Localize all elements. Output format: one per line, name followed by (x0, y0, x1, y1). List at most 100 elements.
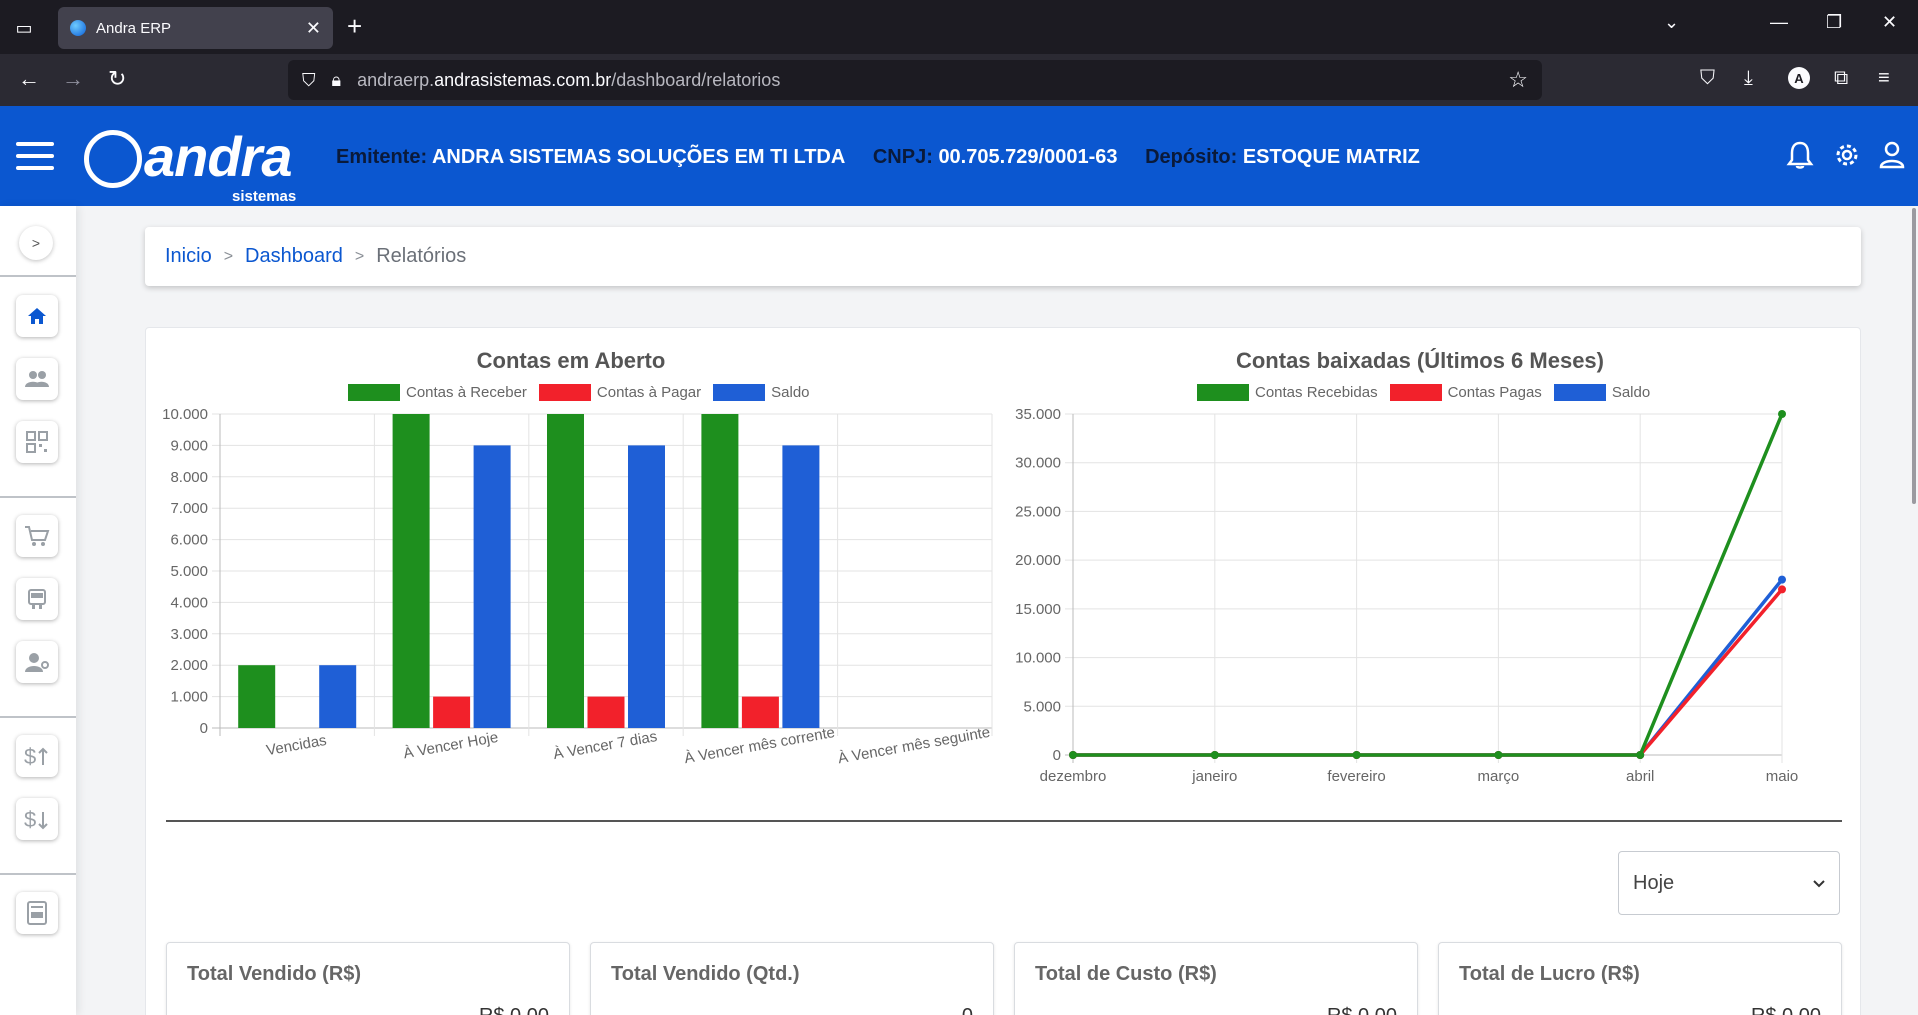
legend-swatch (348, 384, 400, 401)
chevron-down-icon[interactable]: ⌄ (1664, 12, 1680, 32)
y-tick-label: 3.000 (170, 626, 208, 643)
close-tab-icon[interactable]: ✕ (305, 17, 321, 38)
x-tick-label: abril (1626, 768, 1654, 785)
sidebar-divider (0, 716, 76, 718)
breadcrumb-inicio[interactable]: Inicio (165, 245, 212, 267)
legend-contas-em-aberto: Contas à Receber Contas à Pagar Saldo (348, 384, 822, 401)
x-tick-label: maio (1766, 768, 1799, 785)
company-info: Emitente: ANDRA SISTEMAS SOLUÇÕES EM TI … (336, 146, 1442, 169)
bookmark-star-icon[interactable]: ☆ (1508, 67, 1528, 92)
chevron-down-icon (1813, 875, 1825, 891)
bar (547, 414, 584, 728)
hamburger-menu-icon[interactable] (16, 142, 54, 170)
emitente-value: ANDRA SISTEMAS SOLUÇÕES EM TI LTDA (431, 146, 846, 168)
minimize-icon[interactable]: — (1770, 12, 1788, 32)
legend-swatch (538, 384, 591, 401)
bar (741, 696, 779, 728)
profile-icon[interactable]: A (1788, 67, 1810, 89)
chart-title-contas-em-aberto: Contas em Aberto (476, 348, 666, 373)
section-divider (166, 820, 1842, 822)
pocket-icon[interactable]: ⛉ (1700, 67, 1715, 89)
tab-list-icon[interactable]: ▭ (15, 17, 33, 38)
chart-title-contas-baixadas: Contas baixadas (Últimos 6 Meses) (1235, 348, 1604, 373)
cart-icon[interactable] (16, 515, 58, 557)
home-icon[interactable] (16, 295, 58, 337)
bar (587, 696, 625, 728)
forward-icon[interactable]: → (62, 66, 84, 91)
bar-chart-contas-em-aberto: 10.000 9.000 8.000 7.000 6.000 5.000 4.000 3.00… (162, 406, 993, 768)
close-window-icon[interactable]: ✕ (1882, 12, 1898, 32)
sidebar-divider (0, 873, 76, 875)
legend-item[interactable]: Contas à Pagar (538, 384, 701, 401)
breadcrumb-dashboard[interactable]: Dashboard (245, 245, 343, 267)
legend-swatch (1389, 384, 1442, 401)
legend-item[interactable]: Contas Recebidas (1197, 384, 1378, 401)
emitente-label: Emitente: (336, 146, 428, 168)
dollar-up-icon[interactable]: $ (16, 735, 58, 777)
app-header: andra sistemas Emitente: ANDRA SISTEMAS … (0, 106, 1918, 206)
legend-item[interactable]: Saldo (713, 384, 810, 401)
users-icon[interactable] (16, 358, 58, 400)
x-tick-label: Vencidas (265, 732, 328, 759)
breadcrumb-current: Relatórios (376, 245, 467, 267)
stat-label: Total Vendido (R$) (187, 963, 362, 985)
deposito-value: ESTOQUE MATRIZ (1242, 146, 1420, 168)
download-icon[interactable]: ⤓ (1744, 67, 1753, 89)
globe-icon (84, 130, 142, 188)
url-bar[interactable]: ⛉ 🔒︎ andraerp.andrasistemas.com.br/dashb… (288, 60, 1542, 100)
deposito-label: Depósito: (1145, 146, 1238, 168)
legend-item[interactable]: Contas à Receber (348, 384, 527, 401)
reload-icon[interactable]: ↻ (108, 66, 127, 91)
new-tab-icon[interactable]: + (347, 11, 363, 41)
favicon-icon (70, 20, 86, 36)
user-icon[interactable] (1878, 140, 1906, 176)
nfe-icon[interactable] (16, 892, 58, 934)
stat-card-total-vendido-qtd: Total Vendido (Qtd.) 0 (590, 942, 994, 1015)
qrcode-icon[interactable] (16, 421, 58, 463)
y-tick-label: 10.000 (162, 406, 208, 423)
stat-label: Total de Custo (R$) (1035, 963, 1217, 985)
shield-icon[interactable]: ⛉ (302, 69, 316, 90)
bar (782, 445, 820, 728)
bar (238, 665, 276, 728)
url-text[interactable]: andraerp.andrasistemas.com.br/dashboard/… (357, 69, 781, 90)
gear-icon[interactable] (1832, 140, 1862, 176)
x-tick-label: À Vencer mês seguinte (837, 724, 992, 768)
period-select[interactable]: Hoje (1618, 851, 1840, 915)
andra-logo[interactable]: andra sistemas (84, 124, 314, 205)
line-chart-contas-baixadas: 35.000 30.000 25.000 20.000 15.000 10.000 5.00… (1015, 406, 1799, 785)
bell-icon[interactable] (1786, 140, 1814, 176)
series-line (1073, 413, 1784, 757)
browser-tab[interactable]: Andra ERP ✕ (58, 7, 333, 49)
y-tick-label: 2.000 (170, 657, 208, 674)
y-tick-label: 25.000 (1015, 503, 1061, 520)
data-point (1778, 575, 1786, 584)
menu-icon[interactable]: ≡ (1878, 67, 1890, 89)
stat-value: R$ 0,00 (479, 1005, 549, 1015)
extensions-icon[interactable]: ⧉ (1834, 67, 1849, 89)
sidebar-toggle-button[interactable]: > (19, 226, 53, 260)
lock-icon[interactable]: 🔒︎ (331, 69, 342, 90)
data-point (1069, 751, 1077, 759)
legend-item[interactable]: Contas Pagas (1389, 384, 1542, 401)
sidebar: > $ $ (0, 206, 76, 1015)
y-tick-label: 5.000 (1023, 698, 1061, 715)
bar (473, 445, 511, 728)
x-tick-label: fevereiro (1327, 768, 1385, 785)
sidebar-divider (0, 275, 76, 277)
legend-item[interactable]: Saldo (1553, 384, 1650, 401)
truck-icon[interactable] (16, 578, 58, 620)
back-icon[interactable]: ← (18, 66, 40, 91)
x-tick-label: março (1478, 768, 1520, 785)
legend-swatch (713, 384, 766, 401)
legend-swatch (1553, 384, 1606, 401)
restore-icon[interactable]: ❐ (1826, 12, 1843, 32)
cnpj-value: 00.705.729/0001-63 (938, 146, 1118, 168)
y-tick-label: 10.000 (1015, 650, 1061, 667)
dollar-down-icon[interactable]: $ (16, 798, 58, 840)
y-tick-label: 7.000 (170, 500, 208, 517)
employee-icon[interactable] (16, 641, 58, 683)
page-scrollbar[interactable] (1912, 208, 1916, 504)
y-tick-label: 8.000 (170, 469, 208, 486)
stat-card-total-vendido: Total Vendido (R$) R$ 0,00 (166, 942, 570, 1015)
